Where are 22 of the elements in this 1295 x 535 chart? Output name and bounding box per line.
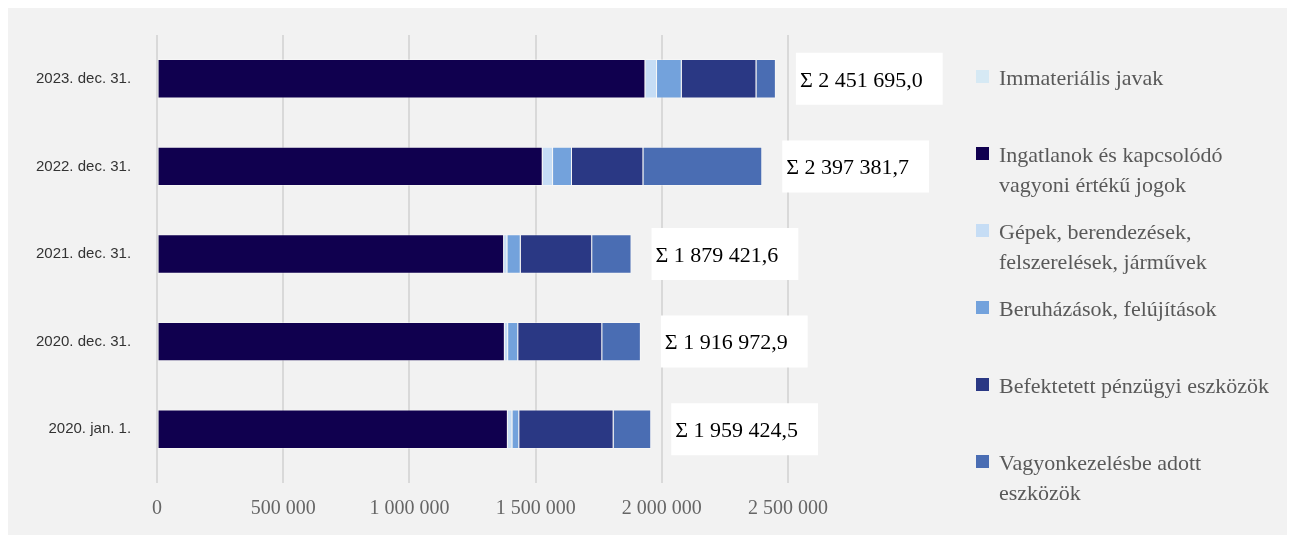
legend-label: Vagyonkezelésbe adott eszközök [999, 449, 1203, 507]
legend-label: Gépek, berendezések, felszerelések, járművek [999, 218, 1208, 276]
legend-label: Beruházások, felújítások [999, 295, 1217, 323]
x-tick-label: 2 000 000 [621, 496, 702, 519]
y-tick-label: 2022. dec. 31. [36, 156, 132, 174]
total-label: Σ 1 916 972,9 [664, 329, 788, 355]
x-tick-label: 500 000 [250, 496, 316, 519]
x-tick-label: 2 500 000 [748, 496, 828, 519]
x-tick-label: 1 500 000 [495, 496, 576, 519]
total-label: Σ 1 879 421,6 [655, 241, 779, 267]
y-tick-label: 2020. dec. 31. [36, 331, 132, 349]
legend-label: Ingatlanok és kapcsolódó vagyoni értékű jogok [999, 141, 1224, 199]
y-tick-label: 2023. dec. 31. [36, 68, 132, 86]
total-label: Σ 2 397 381,7 [786, 154, 910, 180]
y-tick-label: 2021. dec. 31. [36, 244, 132, 262]
total-label: Σ 1 959 424,5 [675, 416, 799, 442]
legend-label: Immateriális javak [999, 64, 1164, 92]
legend-label: Befektetett pénzügyi eszközök [999, 372, 1270, 400]
x-tick-label: 1 000 000 [369, 496, 450, 519]
x-tick-label: 0 [152, 496, 163, 519]
y-tick-label: 2020. jan. 1. [48, 419, 132, 437]
total-label: Σ 2 451 695,0 [799, 66, 923, 92]
